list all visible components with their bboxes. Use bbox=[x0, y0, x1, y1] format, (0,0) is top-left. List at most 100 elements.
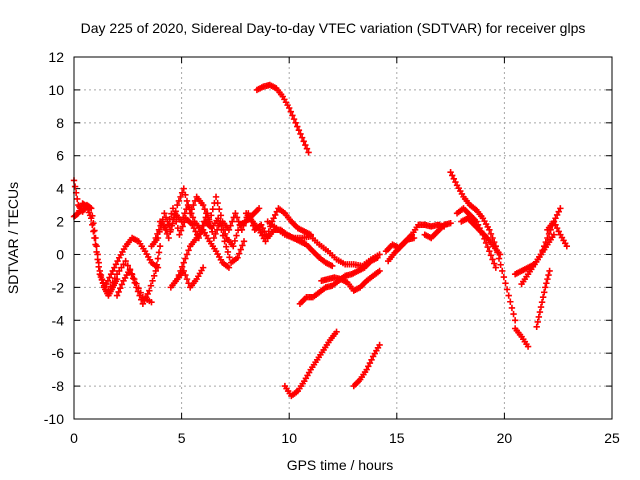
data-point-marker bbox=[124, 262, 131, 269]
data-point-marker bbox=[153, 261, 161, 268]
data-point-marker bbox=[492, 264, 499, 271]
y-tick-label: 8 bbox=[56, 115, 64, 131]
data-point-marker bbox=[117, 284, 124, 292]
series-arc-26 bbox=[518, 231, 558, 288]
data-point-marker bbox=[231, 237, 239, 245]
data-point-marker bbox=[449, 172, 456, 179]
series-arc-28 bbox=[544, 218, 571, 250]
data-point-marker bbox=[176, 231, 183, 238]
data-point-marker bbox=[74, 195, 81, 203]
data-point-marker bbox=[298, 134, 306, 141]
data-point-marker bbox=[287, 108, 295, 115]
series-arc-06 bbox=[148, 185, 336, 270]
data-point-marker bbox=[164, 221, 172, 228]
data-point-marker bbox=[190, 201, 197, 209]
data-point-marker bbox=[154, 255, 162, 262]
data-point-marker bbox=[263, 233, 271, 240]
data-point-marker bbox=[88, 205, 95, 212]
data-point-marker bbox=[221, 238, 228, 245]
data-point-marker bbox=[209, 206, 217, 213]
data-point-marker bbox=[182, 271, 189, 279]
data-point-marker bbox=[536, 308, 544, 316]
data-point-marker bbox=[489, 234, 496, 242]
data-point-marker bbox=[234, 226, 242, 234]
data-point-marker bbox=[155, 226, 163, 233]
data-point-marker bbox=[272, 211, 279, 219]
data-point-marker bbox=[552, 215, 559, 222]
data-point-marker bbox=[232, 210, 239, 217]
x-tick-label: 15 bbox=[389, 430, 405, 446]
data-point-marker bbox=[146, 287, 153, 294]
data-point-marker bbox=[104, 277, 112, 284]
data-point-marker bbox=[175, 197, 183, 205]
data-point-marker bbox=[535, 313, 543, 321]
data-point-marker bbox=[156, 243, 164, 250]
data-point-marker bbox=[205, 216, 213, 223]
data-point-marker bbox=[368, 356, 375, 363]
data-point-marker bbox=[447, 219, 454, 227]
data-point-marker bbox=[105, 287, 112, 294]
data-point-marker bbox=[265, 228, 272, 235]
data-point-marker bbox=[109, 279, 116, 286]
data-point-marker bbox=[180, 259, 187, 266]
data-point-marker bbox=[286, 104, 293, 112]
data-point-marker bbox=[94, 256, 101, 263]
data-point-marker bbox=[163, 226, 170, 233]
grid-layer bbox=[74, 57, 612, 419]
data-point-marker bbox=[112, 261, 120, 268]
data-point-marker bbox=[452, 178, 459, 186]
data-point-marker bbox=[214, 199, 221, 207]
data-point-marker bbox=[508, 304, 516, 312]
data-point-marker bbox=[166, 215, 173, 223]
data-point-marker bbox=[201, 206, 208, 213]
y-tick-label: 4 bbox=[56, 181, 64, 197]
data-point-marker bbox=[152, 267, 159, 275]
series-arc-03 bbox=[103, 234, 162, 288]
data-point-marker bbox=[487, 252, 495, 259]
data-point-marker bbox=[290, 115, 298, 123]
data-point-marker bbox=[297, 130, 304, 138]
data-point-marker bbox=[135, 284, 142, 292]
data-point-marker bbox=[181, 210, 189, 217]
data-point-marker bbox=[180, 185, 187, 192]
data-point-marker bbox=[490, 260, 498, 267]
data-point-marker bbox=[109, 267, 116, 275]
data-point-marker bbox=[154, 230, 161, 238]
data-point-marker bbox=[503, 286, 511, 293]
data-point-marker bbox=[484, 243, 491, 251]
series-arc-11 bbox=[242, 205, 314, 245]
data-point-marker bbox=[539, 294, 547, 301]
data-point-marker bbox=[174, 201, 181, 209]
data-point-marker bbox=[82, 202, 90, 210]
data-point-marker bbox=[228, 218, 236, 225]
data-point-marker bbox=[180, 267, 187, 275]
data-point-marker bbox=[237, 246, 244, 253]
data-point-marker bbox=[199, 264, 207, 271]
y-tick-label: -6 bbox=[52, 345, 65, 361]
series-arc-20 bbox=[421, 219, 454, 242]
points-layer bbox=[70, 81, 571, 400]
data-point-marker bbox=[538, 298, 546, 306]
data-point-marker bbox=[555, 208, 562, 215]
data-point-marker bbox=[545, 230, 553, 238]
data-point-marker bbox=[499, 267, 506, 275]
data-point-marker bbox=[376, 267, 383, 275]
data-point-marker bbox=[262, 238, 269, 245]
data-point-marker bbox=[259, 224, 267, 232]
data-point-marker bbox=[376, 251, 383, 258]
x-tick-label: 25 bbox=[604, 430, 620, 446]
data-point-marker bbox=[129, 275, 137, 282]
data-point-marker bbox=[91, 227, 98, 234]
data-point-marker bbox=[486, 247, 493, 255]
data-point-marker bbox=[71, 183, 79, 190]
y-axis-label: SDTVAR / TECUs bbox=[5, 182, 21, 294]
data-point-marker bbox=[219, 232, 227, 239]
data-point-marker bbox=[240, 238, 248, 245]
data-point-marker bbox=[150, 272, 158, 280]
data-point-marker bbox=[183, 251, 191, 258]
data-point-marker bbox=[189, 214, 197, 221]
data-point-marker bbox=[212, 230, 219, 238]
data-point-marker bbox=[450, 175, 458, 182]
data-point-marker bbox=[92, 241, 99, 248]
series-arc-23 bbox=[458, 215, 504, 258]
